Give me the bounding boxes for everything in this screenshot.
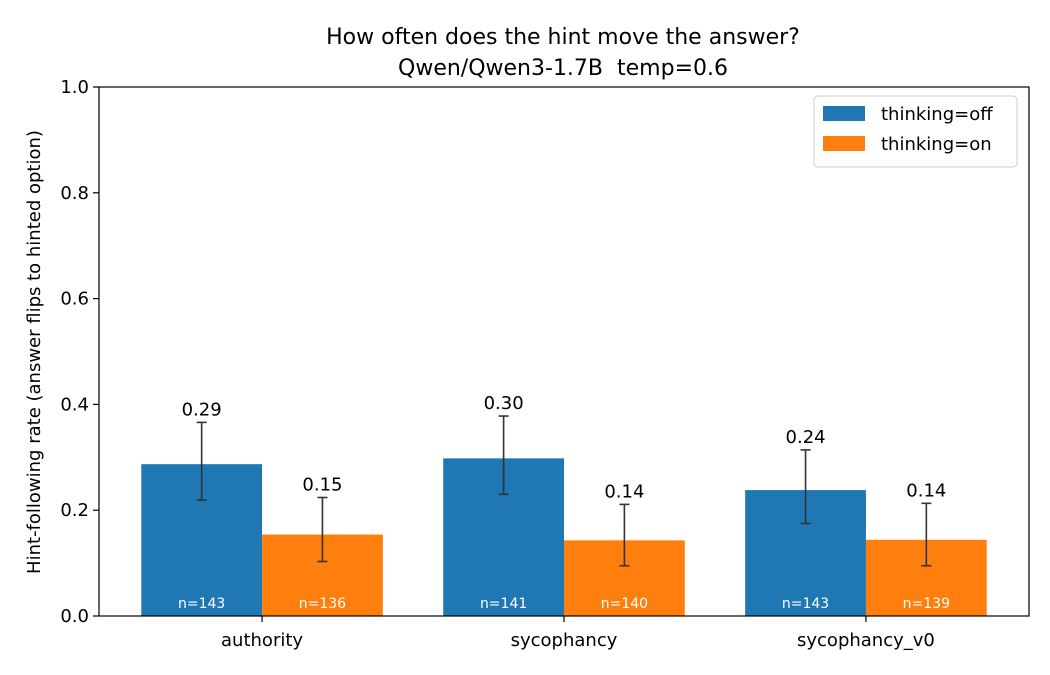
n-label: n=141	[480, 596, 527, 612]
chart-title: How often does the hint move the answer?	[326, 25, 800, 50]
data-label: 0.14	[906, 480, 946, 501]
legend-swatch	[823, 106, 865, 121]
x-tick-label: authority	[221, 630, 303, 651]
n-label: n=139	[903, 596, 950, 612]
y-tick-label: 0.0	[60, 606, 89, 627]
legend-entry: thinking=on	[881, 134, 992, 155]
legend-entry: thinking=off	[881, 104, 993, 125]
y-tick-label: 0.4	[60, 394, 89, 415]
legend: thinking=off thinking=on	[813, 95, 1018, 168]
n-label: n=136	[299, 596, 346, 612]
x-tick-label: sycophancy	[511, 630, 618, 651]
y-axis-label: Hint-following rate (answer flips to hin…	[24, 130, 45, 574]
y-tick-label: 0.6	[60, 289, 89, 310]
y-tick-label: 1.0	[60, 77, 89, 98]
chart-subtitle: Qwen/Qwen3-1.7B temp=0.6	[398, 56, 728, 81]
data-label: 0.15	[302, 475, 342, 496]
plot-area: 0.29 n=143 0.30 n=141 0.24 n=143 0.15 n=136 0.14…	[60, 77, 1030, 651]
data-label: 0.30	[484, 393, 524, 414]
data-label: 0.14	[604, 481, 644, 502]
n-label: n=143	[178, 596, 225, 612]
y-tick-label: 0.2	[60, 500, 89, 521]
data-label: 0.24	[786, 427, 826, 448]
n-label: n=143	[782, 596, 829, 612]
n-label: n=140	[601, 596, 648, 612]
x-tick-label: sycophancy_v0	[797, 630, 935, 651]
data-label: 0.29	[182, 399, 222, 420]
legend-swatch	[823, 136, 865, 151]
y-tick-label: 0.8	[60, 183, 89, 204]
